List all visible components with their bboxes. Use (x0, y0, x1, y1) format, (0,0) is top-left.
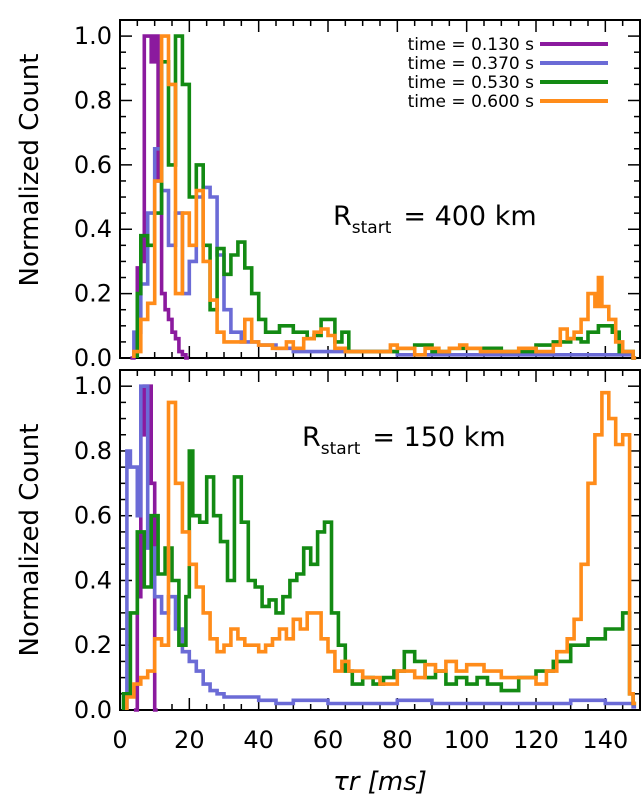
x-tick-label: 20 (174, 726, 205, 754)
panel-top-ticks: 0.0 0.2 0.4 0.6 0.8 1.0 (74, 20, 641, 372)
y-tick-label: 1.0 (74, 22, 112, 50)
x-tick-label: 80 (382, 726, 413, 754)
y-tick-label: 0.0 (74, 696, 112, 724)
y-tick-label: 0.4 (74, 566, 112, 594)
panel-bottom-frame (119, 369, 641, 711)
y-tick-label: 0.0 (74, 344, 112, 372)
y-tick-label: 0.8 (74, 86, 112, 114)
y-tick-label: 0.4 (74, 215, 112, 243)
legend-label-1: time = 0.370 s (408, 54, 535, 74)
panel-top-annotation: Rstart = 400 km (333, 201, 537, 238)
series-line-2 (135, 34, 637, 360)
y-tick-label: 0.6 (74, 151, 112, 179)
y-tick-label: 1.0 (74, 372, 112, 400)
x-tick-label: 40 (243, 726, 274, 754)
legend-label-3: time = 0.600 s (408, 92, 535, 112)
panel-bottom: 0.0 0.2 0.4 0.6 0.8 1.0 0 20 40 60 80 100 120 140 Rst… (15, 369, 641, 797)
legend-label-2: time = 0.530 s (408, 73, 535, 93)
legend-label-0: time = 0.130 s (408, 35, 535, 55)
panel-bottom-annotation: Rstart = 150 km (302, 422, 506, 459)
y-tick-label: 0.8 (74, 437, 112, 465)
series-line-2 (121, 449, 637, 710)
series-line-3 (132, 34, 637, 360)
x-tick-label: 60 (313, 726, 344, 754)
panel-bottom-ylabel: Normalized Count (15, 424, 45, 657)
x-tick-label: 100 (444, 726, 490, 754)
panel-top-series (130, 34, 637, 360)
x-tick-label: 0 (112, 726, 127, 754)
y-tick-label: 0.2 (74, 280, 112, 308)
series-line-3 (125, 390, 637, 710)
y-tick-label: 0.6 (74, 502, 112, 530)
x-tick-label: 140 (582, 726, 628, 754)
panel-bottom-series (121, 384, 637, 712)
x-tick-label: 120 (513, 726, 559, 754)
y-tick-label: 0.2 (74, 631, 112, 659)
x-axis-label: τr [ms] (333, 767, 427, 797)
panel-bottom-ticks: 0.0 0.2 0.4 0.6 0.8 1.0 0 20 40 60 80 100 120 140 (74, 370, 641, 754)
panel-top-ylabel: Normalized Count (15, 54, 45, 287)
